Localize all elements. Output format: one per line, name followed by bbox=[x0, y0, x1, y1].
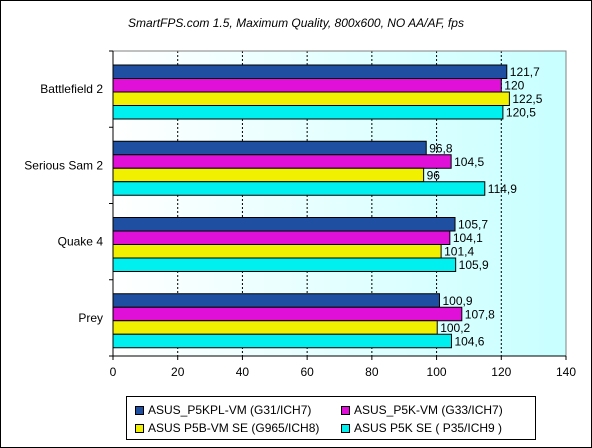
bar-3-3 bbox=[112, 333, 452, 349]
bar-3-0 bbox=[112, 293, 440, 308]
data-label-0-0: 121,7 bbox=[510, 65, 540, 79]
category-label-1: Serious Sam 2 bbox=[24, 158, 103, 172]
x-tick-label-0: 0 bbox=[110, 365, 117, 379]
category-label-3: Prey bbox=[78, 311, 103, 325]
data-label-0-1: 120 bbox=[504, 79, 524, 93]
chart-title: SmartFPS.com 1.5, Maximum Quality, 800x6… bbox=[128, 16, 464, 30]
legend-label-series-2: ASUS_P5K-VM (G33/ICH7) bbox=[354, 403, 503, 417]
legend-item-series-4: ASUS P5K SE ( P35/ICH9 ) bbox=[341, 421, 502, 435]
data-label-1-0: 96,8 bbox=[429, 141, 453, 155]
x-tick-label-5: 100 bbox=[427, 365, 447, 379]
legend-label-series-3: ASUS P5B-VM SE (G965/ICH8) bbox=[148, 421, 320, 435]
data-label-3-3: 104,6 bbox=[454, 334, 484, 348]
bar-1-3 bbox=[112, 181, 486, 196]
data-label-3-0: 100,9 bbox=[442, 294, 472, 308]
bar-1-0 bbox=[112, 140, 427, 156]
legend-item-series-3: ASUS P5B-VM SE (G965/ICH8) bbox=[135, 421, 319, 435]
bar-1-2 bbox=[112, 167, 425, 183]
x-tick-label-7: 140 bbox=[556, 365, 576, 379]
chart-legend: ASUS_P5KPL-VM (G31/ICH7) ASUS_P5K-VM (G3… bbox=[126, 396, 536, 440]
legend-label-series-4: ASUS P5K SE ( P35/ICH9 ) bbox=[354, 421, 503, 435]
bar-2-1 bbox=[112, 230, 451, 245]
bar-0-0 bbox=[112, 64, 508, 79]
data-label-3-1: 107,8 bbox=[465, 307, 495, 321]
legend-label-series-1: ASUS_P5KPL-VM (G31/ICH7) bbox=[148, 403, 312, 417]
bar-2-0 bbox=[112, 217, 456, 232]
x-tick-label-2: 40 bbox=[236, 365, 250, 379]
data-label-1-1: 104,5 bbox=[454, 155, 484, 169]
data-label-1-2: 96 bbox=[427, 168, 441, 182]
x-tick-label-6: 120 bbox=[491, 365, 511, 379]
data-label-2-3: 105,9 bbox=[459, 258, 489, 272]
bar-3-2 bbox=[112, 320, 438, 335]
category-label-2: Quake 4 bbox=[58, 235, 104, 249]
data-label-3-2: 100,2 bbox=[440, 321, 470, 335]
legend-swatch-series-4 bbox=[341, 423, 350, 433]
data-label-1-3: 114,9 bbox=[488, 182, 517, 196]
legend-item-series-2: ASUS_P5K-VM (G33/ICH7) bbox=[341, 403, 503, 417]
bar-2-2 bbox=[112, 244, 442, 259]
legend-swatch-series-2 bbox=[341, 405, 350, 415]
data-label-0-3: 120,5 bbox=[506, 106, 536, 120]
x-tick-label-3: 60 bbox=[300, 365, 314, 379]
data-label-2-2: 101,4 bbox=[444, 245, 474, 259]
data-label-2-0: 105,7 bbox=[458, 218, 488, 232]
bar-1-1 bbox=[112, 154, 452, 169]
x-tick-label-4: 80 bbox=[365, 365, 379, 379]
data-label-0-2: 122,5 bbox=[512, 92, 542, 106]
legend-swatch-series-3 bbox=[135, 423, 144, 433]
bar-0-3 bbox=[112, 105, 504, 120]
bar-0-2 bbox=[112, 91, 510, 106]
category-label-0: Battlefield 2 bbox=[40, 82, 103, 96]
x-tick-label-1: 20 bbox=[171, 365, 185, 379]
data-label-2-1: 104,1 bbox=[453, 231, 483, 245]
legend-item-series-1: ASUS_P5KPL-VM (G31/ICH7) bbox=[135, 403, 311, 417]
legend-swatch-series-1 bbox=[135, 405, 144, 415]
bar-3-1 bbox=[112, 306, 463, 322]
bar-2-3 bbox=[112, 257, 457, 272]
bar-0-1 bbox=[112, 78, 502, 93]
